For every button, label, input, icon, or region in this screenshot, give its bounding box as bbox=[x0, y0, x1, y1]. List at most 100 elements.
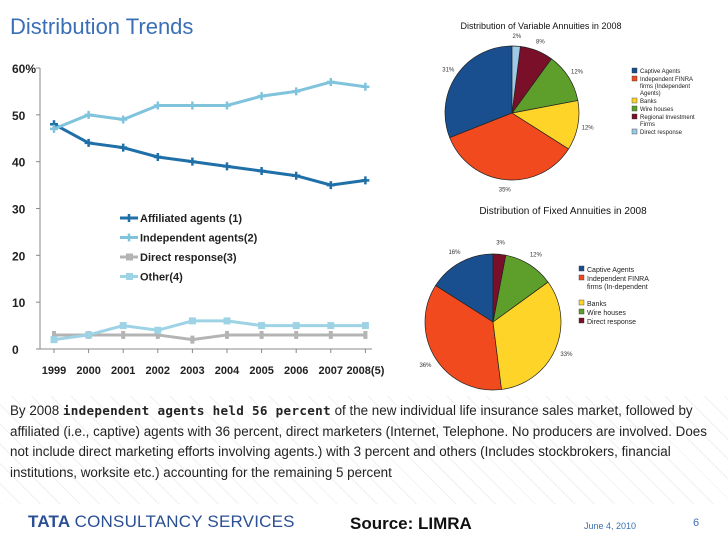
source-label: Source: LIMRA bbox=[350, 514, 472, 533]
pie-data-label: 12% bbox=[530, 252, 543, 258]
legend-swatch bbox=[631, 105, 638, 112]
legend-marker bbox=[126, 273, 133, 280]
data-point bbox=[52, 330, 56, 339]
data-point bbox=[119, 322, 127, 330]
y-tick-label: 30 bbox=[12, 203, 26, 217]
data-point bbox=[292, 322, 300, 330]
x-tick-label: 2000 bbox=[76, 365, 100, 377]
data-point bbox=[119, 143, 128, 152]
data-point bbox=[363, 330, 368, 339]
data-point bbox=[361, 82, 370, 91]
y-tick-label: 40 bbox=[12, 156, 26, 170]
summary-post: of the new individual life insurance sal… bbox=[10, 403, 707, 480]
x-tick-label: 2002 bbox=[146, 365, 170, 377]
data-point bbox=[119, 115, 128, 124]
legend-label: Agents) bbox=[640, 91, 661, 97]
legend-swatch bbox=[578, 274, 585, 281]
data-point bbox=[225, 330, 229, 339]
x-tick-label: 2007 bbox=[319, 365, 343, 377]
legend-label: Firms bbox=[640, 122, 655, 128]
logo-bold-text: TATA bbox=[28, 512, 70, 531]
data-point bbox=[85, 331, 93, 339]
y-tick-label: 10 bbox=[12, 296, 26, 310]
legend-label: Banks bbox=[640, 99, 657, 105]
pie-slice bbox=[492, 281, 562, 390]
legend-label: firms (In-dependent bbox=[587, 284, 648, 291]
data-point bbox=[188, 157, 197, 166]
legend-marker bbox=[125, 233, 133, 242]
pie-data-label: 12% bbox=[571, 70, 584, 76]
data-point bbox=[50, 336, 58, 344]
data-point bbox=[361, 176, 370, 185]
data-point bbox=[327, 322, 335, 330]
pie-data-label: 3% bbox=[496, 240, 505, 246]
legend-swatch bbox=[578, 317, 585, 324]
legend-marker bbox=[125, 214, 133, 222]
legend-label: Other(4) bbox=[140, 272, 183, 284]
data-point bbox=[292, 87, 301, 96]
slide-date: June 4, 2010 bbox=[584, 521, 637, 531]
legend-label: Direct response bbox=[587, 319, 636, 326]
y-tick-label: 0 bbox=[12, 343, 19, 357]
data-point bbox=[153, 152, 162, 161]
legend-swatch bbox=[631, 75, 638, 82]
data-point bbox=[84, 110, 93, 119]
y-tick-label: 60% bbox=[12, 62, 36, 76]
legend-label: Captive Agents bbox=[640, 69, 680, 75]
pie-title: Distribution of Fixed Annuities in 2008 bbox=[479, 206, 647, 217]
data-point bbox=[154, 326, 162, 334]
legend-swatch bbox=[578, 299, 585, 306]
data-point bbox=[84, 138, 93, 147]
legend-swatch bbox=[578, 265, 585, 272]
data-point bbox=[223, 162, 231, 171]
series-line bbox=[53, 319, 366, 342]
data-point bbox=[188, 317, 196, 325]
legend-swatch bbox=[578, 308, 585, 315]
data-point bbox=[223, 101, 231, 110]
pie-data-label: 36% bbox=[419, 363, 432, 369]
charts-canvas: 0 10 20 30 40 50 60% 1999 2000 2001 2002 2003 2004 20… bbox=[12, 21, 695, 391]
summary-highlight: independent agents held 56 percent bbox=[62, 403, 331, 418]
data-point bbox=[326, 181, 335, 190]
pie-data-label: 12% bbox=[582, 125, 595, 131]
legend-label: Banks bbox=[587, 301, 607, 308]
data-point bbox=[188, 101, 197, 110]
data-point bbox=[257, 92, 266, 101]
x-tick-label: 2003 bbox=[180, 365, 204, 377]
data-point bbox=[155, 330, 160, 339]
legend-swatch bbox=[631, 97, 638, 104]
legend-swatch bbox=[631, 67, 638, 74]
pie-slice bbox=[492, 253, 507, 323]
fixed-annuities-pie: Distribution of Fixed Annuities in 2008 1… bbox=[419, 206, 649, 391]
company-logo: TATA CONSULTANCY SERVICES bbox=[28, 512, 295, 532]
pie-data-label: 16% bbox=[448, 250, 461, 256]
pie-data-label: 2% bbox=[512, 34, 521, 40]
legend-marker bbox=[126, 253, 133, 261]
pie-slice bbox=[444, 45, 513, 139]
pie-data-label: 31% bbox=[442, 68, 455, 74]
legend-label: Independent FINRA bbox=[587, 276, 649, 283]
data-point bbox=[223, 317, 231, 325]
data-point bbox=[258, 322, 266, 330]
pie-data-label: 35% bbox=[499, 188, 512, 194]
legend-label: Regional Investment bbox=[640, 115, 695, 121]
y-tick-label: 20 bbox=[12, 249, 26, 263]
legend-label: Independent FINRA bbox=[640, 77, 693, 83]
x-tick-label: 2005 bbox=[249, 365, 273, 377]
data-point bbox=[259, 330, 264, 339]
data-point bbox=[257, 167, 266, 176]
pie-title: Distribution of Variable Annuities in 20… bbox=[461, 21, 622, 31]
data-point bbox=[190, 335, 195, 344]
pie-slice bbox=[435, 253, 494, 323]
legend-label: Captive Agents bbox=[587, 267, 635, 274]
summary-text: By 2008 independent agents held 56 perce… bbox=[10, 401, 722, 483]
x-tick-label: 2001 bbox=[111, 365, 135, 377]
series-line bbox=[53, 80, 366, 131]
data-point bbox=[328, 330, 333, 339]
pie-slice bbox=[511, 45, 521, 114]
data-point bbox=[50, 124, 58, 133]
legend-swatch bbox=[631, 113, 638, 120]
summary-pre: By 2008 bbox=[10, 403, 63, 418]
y-tick-label: 50 bbox=[12, 109, 26, 123]
x-tick-label: 2006 bbox=[284, 365, 308, 377]
